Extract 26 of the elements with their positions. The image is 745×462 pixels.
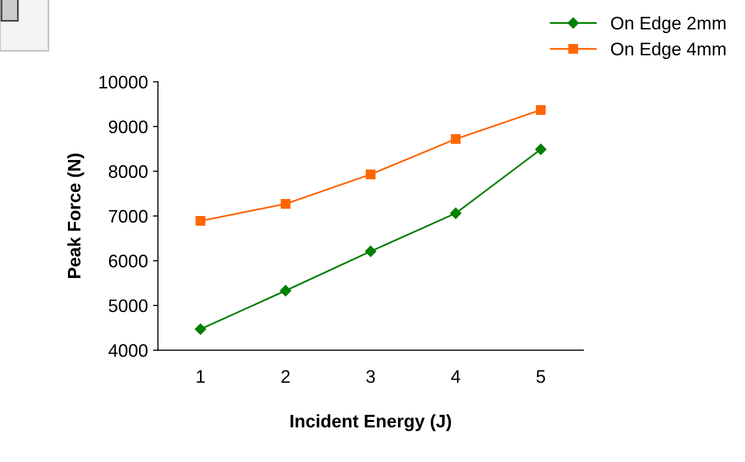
y-tick-label: 4000 (108, 344, 148, 357)
y-tick-label: 9000 (108, 120, 148, 134)
x-axis-title: Incident Energy (J) (290, 414, 452, 432)
point (365, 246, 376, 257)
point (450, 134, 461, 144)
y-tick-label: 5000 (108, 299, 148, 312)
point (196, 216, 206, 226)
x-tick-label: 2 (281, 370, 290, 383)
point (366, 170, 376, 180)
y-tick-label: 8000 (108, 165, 148, 178)
x-tick-label: 3 (366, 370, 375, 383)
point (450, 208, 462, 219)
y-tick-label: 6000 (108, 254, 148, 268)
x-tick-label: 5 (536, 370, 546, 383)
point (194, 324, 206, 335)
point (280, 199, 290, 209)
legend-label: On Edge 2mm (611, 16, 726, 34)
y-axis-title: Peak Force (N) (67, 154, 84, 278)
point (536, 105, 546, 115)
x-tick-label: 1 (196, 370, 205, 383)
legend-label: On Edge 4mm (611, 42, 726, 59)
y-tick-label: 7000 (108, 210, 148, 223)
x-tick-label: 4 (451, 370, 460, 383)
point (280, 285, 292, 296)
point (535, 144, 546, 155)
y-tick-label: 10000 (99, 76, 148, 88)
